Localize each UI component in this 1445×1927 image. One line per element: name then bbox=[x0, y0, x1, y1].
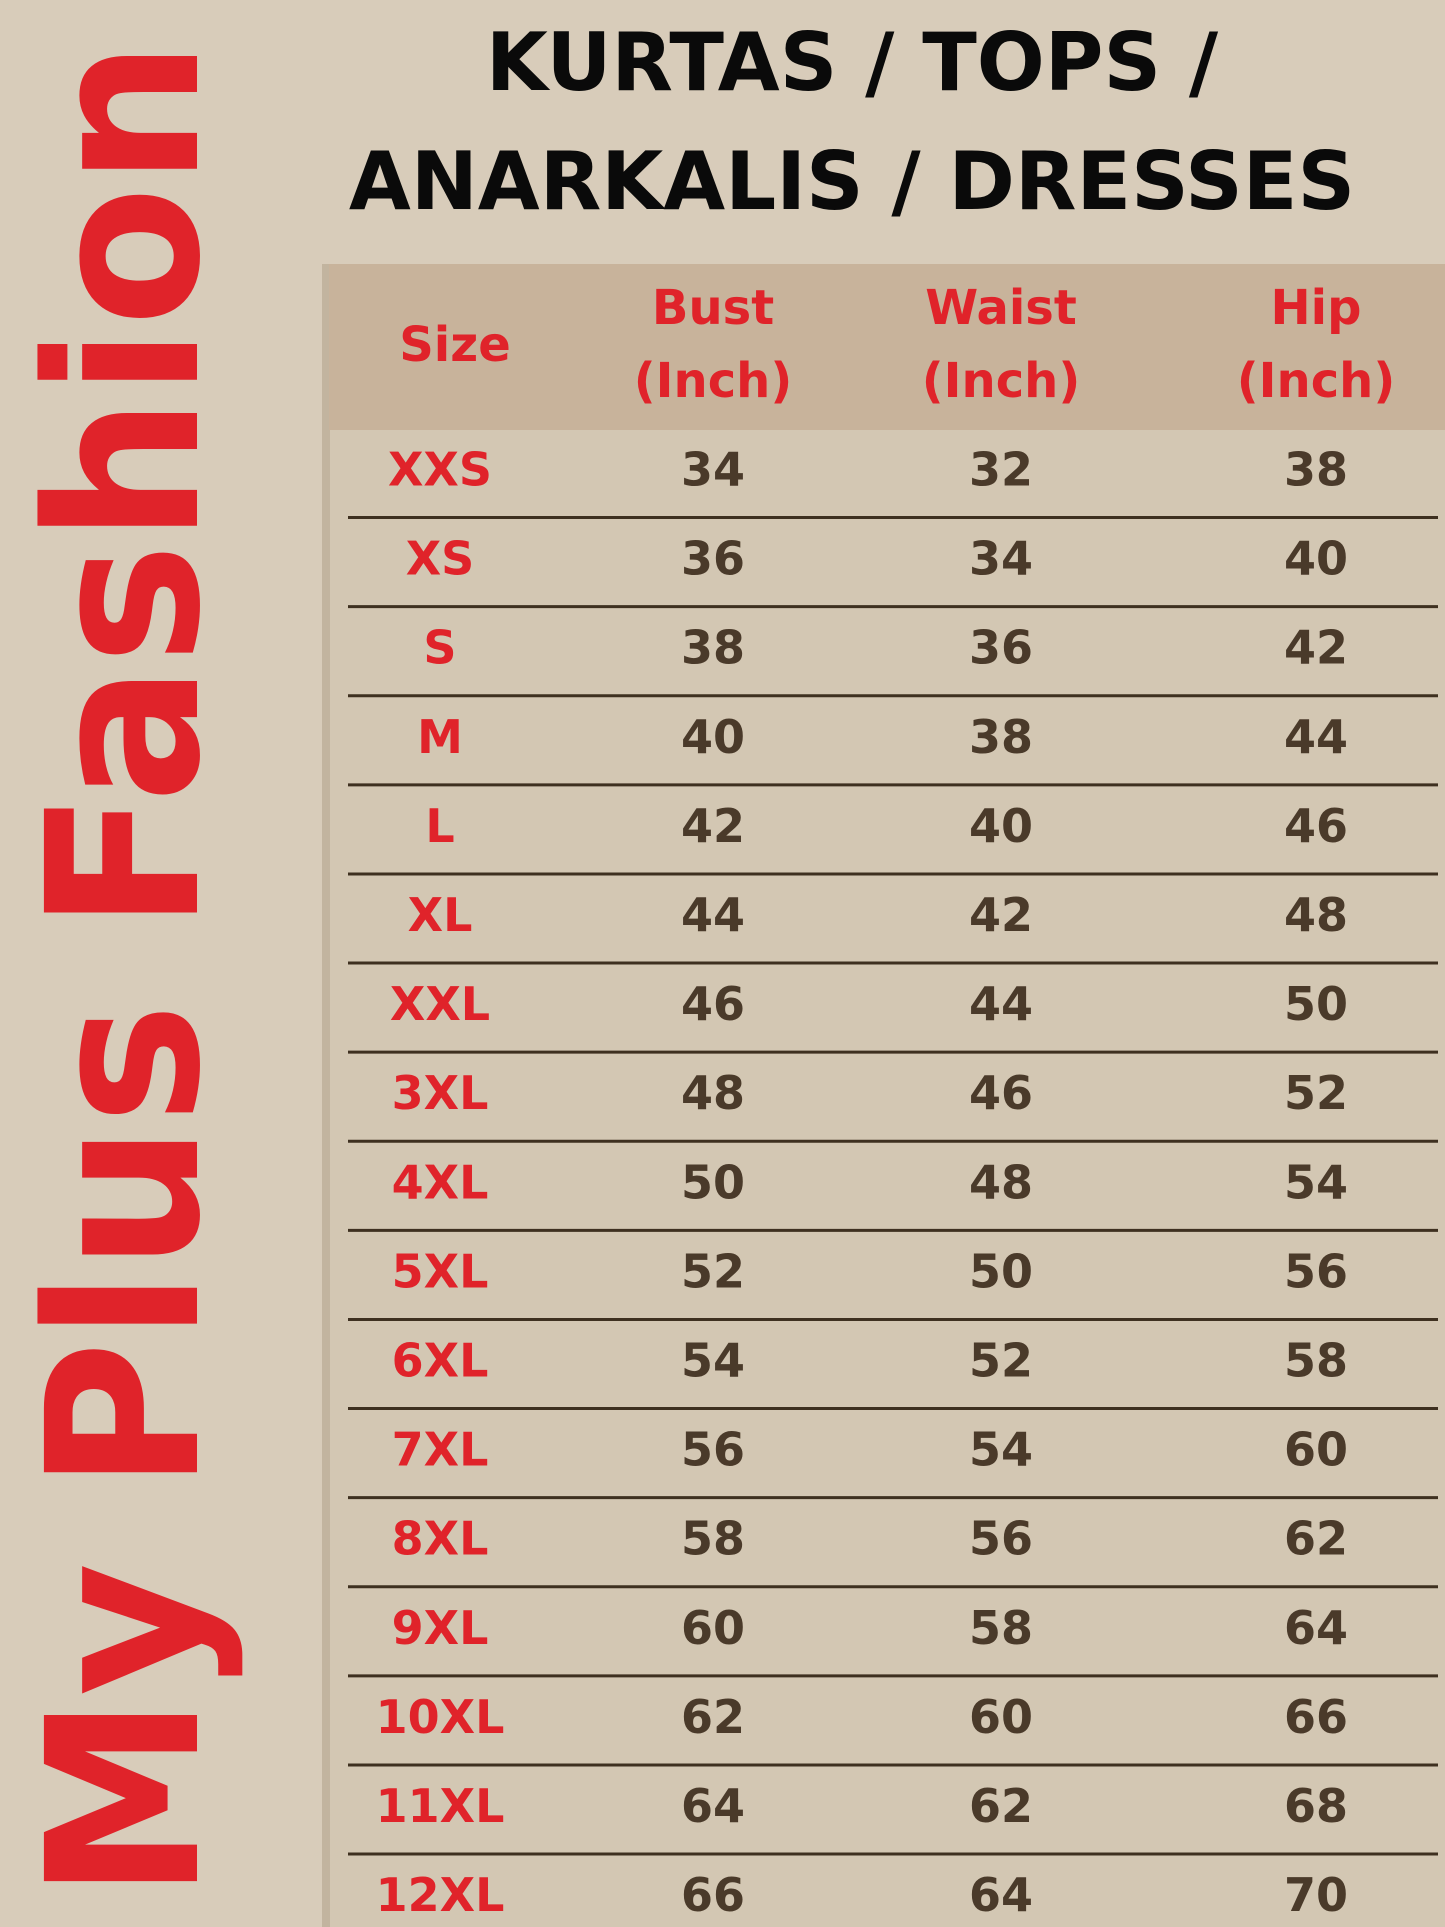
size-label: XS bbox=[406, 532, 475, 586]
measurement: 44 bbox=[1284, 710, 1348, 764]
measurement: 46 bbox=[969, 1066, 1033, 1120]
measurement: 44 bbox=[681, 888, 745, 942]
header-unit: (Inch) bbox=[634, 353, 793, 409]
size-label: 12XL bbox=[376, 1868, 505, 1922]
measurement: 38 bbox=[1284, 443, 1348, 497]
measurement: 34 bbox=[681, 443, 745, 497]
measurement: 50 bbox=[1284, 977, 1348, 1031]
measurement: 38 bbox=[681, 621, 745, 675]
measurement: 46 bbox=[681, 977, 745, 1031]
measurement: 58 bbox=[969, 1601, 1033, 1655]
measurement: 60 bbox=[681, 1601, 745, 1655]
measurement: 58 bbox=[681, 1512, 745, 1566]
measurement: 56 bbox=[681, 1423, 745, 1477]
size-label: XXL bbox=[390, 977, 490, 1031]
measurement: 66 bbox=[1284, 1690, 1348, 1744]
measurement: 44 bbox=[969, 977, 1033, 1031]
title-line: KURTAS / TOPS / bbox=[486, 16, 1219, 109]
size-label: S bbox=[423, 621, 456, 675]
measurement: 56 bbox=[1284, 1244, 1348, 1298]
table-body bbox=[329, 264, 1445, 1927]
header-unit: (Inch) bbox=[922, 353, 1081, 409]
measurement: 48 bbox=[969, 1155, 1033, 1209]
size-label: XL bbox=[408, 888, 473, 942]
size-label: 11XL bbox=[376, 1779, 505, 1833]
table-header-bg bbox=[329, 264, 1445, 430]
measurement: 62 bbox=[681, 1690, 745, 1744]
title-line: ANARKALIS / DRESSES bbox=[349, 135, 1355, 228]
size-label: 10XL bbox=[376, 1690, 505, 1744]
measurement: 52 bbox=[1284, 1066, 1348, 1120]
measurement: 54 bbox=[1284, 1155, 1348, 1209]
size-label: 8XL bbox=[392, 1512, 489, 1566]
measurement: 70 bbox=[1284, 1868, 1348, 1922]
size-label: 6XL bbox=[392, 1334, 489, 1388]
measurement: 52 bbox=[969, 1334, 1033, 1388]
size-label: 7XL bbox=[392, 1423, 489, 1477]
measurement: 66 bbox=[681, 1868, 745, 1922]
measurement: 64 bbox=[681, 1779, 745, 1833]
measurement: 62 bbox=[1284, 1512, 1348, 1566]
measurement: 40 bbox=[969, 799, 1033, 853]
measurement: 56 bbox=[969, 1512, 1033, 1566]
brand: My Plus Fashion bbox=[2, 40, 247, 1900]
measurement: 64 bbox=[969, 1868, 1033, 1922]
measurement: 62 bbox=[969, 1779, 1033, 1833]
measurement: 50 bbox=[969, 1244, 1033, 1298]
header-name: Hip bbox=[1271, 280, 1362, 336]
measurement: 34 bbox=[969, 532, 1033, 586]
measurement: 36 bbox=[969, 621, 1033, 675]
header-name: Size bbox=[399, 317, 511, 373]
size-label: 4XL bbox=[392, 1155, 489, 1209]
measurement: 40 bbox=[1284, 532, 1348, 586]
measurement: 32 bbox=[969, 443, 1033, 497]
header-name: Waist bbox=[925, 280, 1077, 336]
measurement: 54 bbox=[969, 1423, 1033, 1477]
measurement: 64 bbox=[1284, 1601, 1348, 1655]
measurement: 68 bbox=[1284, 1779, 1348, 1833]
measurement: 42 bbox=[681, 799, 745, 853]
measurement: 40 bbox=[681, 710, 745, 764]
size-label: L bbox=[425, 799, 454, 853]
measurement: 54 bbox=[681, 1334, 745, 1388]
measurement: 60 bbox=[1284, 1423, 1348, 1477]
header-unit: (Inch) bbox=[1237, 353, 1396, 409]
size-label: XXS bbox=[388, 443, 492, 497]
size-label: M bbox=[417, 710, 463, 764]
measurement: 60 bbox=[969, 1690, 1033, 1744]
measurement: 36 bbox=[681, 532, 745, 586]
measurement: 42 bbox=[1284, 621, 1348, 675]
size-label: 3XL bbox=[392, 1066, 489, 1120]
measurement: 46 bbox=[1284, 799, 1348, 853]
header-name: Bust bbox=[652, 280, 774, 336]
size-label: 5XL bbox=[392, 1244, 489, 1298]
table-edge bbox=[322, 264, 330, 1927]
measurement: 48 bbox=[681, 1066, 745, 1120]
measurement: 38 bbox=[969, 710, 1033, 764]
size-label: 9XL bbox=[392, 1601, 489, 1655]
measurement: 42 bbox=[969, 888, 1033, 942]
measurement: 52 bbox=[681, 1244, 745, 1298]
measurement: 50 bbox=[681, 1155, 745, 1209]
measurement: 48 bbox=[1284, 888, 1348, 942]
measurement: 58 bbox=[1284, 1334, 1348, 1388]
